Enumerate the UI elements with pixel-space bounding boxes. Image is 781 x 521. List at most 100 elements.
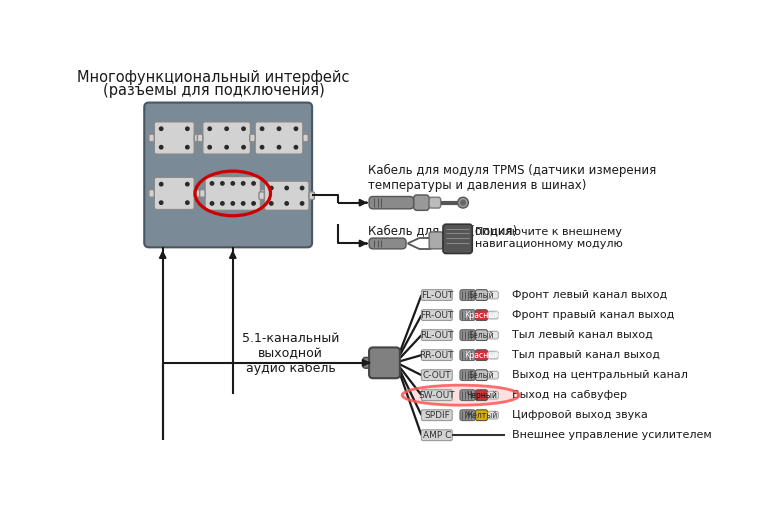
- FancyBboxPatch shape: [487, 291, 498, 299]
- Text: Цифровой выход звука: Цифровой выход звука: [512, 410, 647, 420]
- FancyBboxPatch shape: [476, 350, 487, 361]
- Text: C-OUT: C-OUT: [423, 370, 451, 380]
- Text: RR-OUT: RR-OUT: [419, 351, 454, 359]
- FancyBboxPatch shape: [487, 371, 498, 379]
- Circle shape: [225, 145, 228, 149]
- FancyBboxPatch shape: [422, 430, 452, 441]
- Text: FR-OUT: FR-OUT: [420, 311, 454, 319]
- FancyBboxPatch shape: [422, 290, 452, 301]
- Circle shape: [208, 127, 212, 130]
- Text: Белый: Белый: [469, 331, 494, 340]
- FancyBboxPatch shape: [255, 122, 303, 154]
- FancyBboxPatch shape: [476, 309, 487, 320]
- Circle shape: [186, 182, 189, 186]
- Circle shape: [260, 127, 264, 130]
- FancyBboxPatch shape: [422, 309, 452, 320]
- FancyBboxPatch shape: [309, 192, 315, 200]
- FancyBboxPatch shape: [460, 370, 476, 380]
- FancyBboxPatch shape: [460, 410, 476, 420]
- FancyBboxPatch shape: [155, 177, 194, 209]
- Text: Черный: Черный: [466, 391, 497, 400]
- Text: SW-OUT: SW-OUT: [419, 391, 455, 400]
- FancyBboxPatch shape: [443, 224, 473, 254]
- Text: Внешнее управление усилителем: Внешнее управление усилителем: [512, 430, 711, 440]
- Circle shape: [301, 187, 304, 190]
- FancyBboxPatch shape: [460, 330, 476, 341]
- Circle shape: [225, 127, 228, 130]
- FancyBboxPatch shape: [429, 197, 440, 208]
- FancyBboxPatch shape: [429, 232, 443, 249]
- Text: Выход на сабвуфер: Выход на сабвуфер: [512, 390, 626, 400]
- FancyBboxPatch shape: [476, 370, 487, 380]
- Circle shape: [294, 127, 298, 130]
- FancyBboxPatch shape: [460, 309, 476, 320]
- Circle shape: [277, 145, 280, 149]
- FancyBboxPatch shape: [476, 390, 487, 401]
- Text: (разъемы для подключения): (разъемы для подключения): [102, 82, 324, 97]
- Text: Фронт левый канал выход: Фронт левый канал выход: [512, 290, 667, 300]
- FancyBboxPatch shape: [422, 330, 452, 341]
- Text: AMP C: AMP C: [423, 431, 451, 440]
- Circle shape: [285, 202, 288, 205]
- Text: 5.1-канальный
выходной
аудио кабель: 5.1-канальный выходной аудио кабель: [242, 332, 339, 375]
- Circle shape: [242, 145, 245, 149]
- Circle shape: [252, 202, 255, 205]
- Text: FL-OUT: FL-OUT: [421, 291, 453, 300]
- FancyBboxPatch shape: [264, 181, 309, 210]
- FancyBboxPatch shape: [487, 311, 498, 319]
- Circle shape: [269, 202, 273, 205]
- Ellipse shape: [402, 385, 519, 405]
- FancyBboxPatch shape: [144, 103, 312, 247]
- FancyBboxPatch shape: [203, 122, 251, 154]
- FancyBboxPatch shape: [194, 190, 200, 197]
- FancyBboxPatch shape: [369, 348, 400, 378]
- Circle shape: [458, 197, 469, 208]
- FancyBboxPatch shape: [198, 134, 203, 142]
- FancyBboxPatch shape: [303, 134, 308, 142]
- Circle shape: [277, 127, 280, 130]
- Text: Кабель для модуля TPMS (датчики измерения
температуры и давления в шинах): Кабель для модуля TPMS (датчики измерени…: [368, 164, 656, 192]
- FancyBboxPatch shape: [487, 391, 498, 399]
- FancyBboxPatch shape: [460, 290, 476, 301]
- FancyBboxPatch shape: [250, 134, 255, 142]
- FancyBboxPatch shape: [476, 330, 487, 341]
- FancyBboxPatch shape: [149, 134, 155, 142]
- FancyBboxPatch shape: [422, 370, 452, 380]
- FancyBboxPatch shape: [414, 195, 429, 210]
- Circle shape: [260, 145, 264, 149]
- FancyBboxPatch shape: [422, 390, 452, 401]
- Circle shape: [210, 182, 214, 185]
- FancyBboxPatch shape: [261, 190, 266, 197]
- Circle shape: [241, 202, 245, 205]
- Text: Тыл правый канал выход: Тыл правый канал выход: [512, 350, 659, 360]
- FancyBboxPatch shape: [476, 290, 487, 301]
- FancyBboxPatch shape: [369, 238, 406, 249]
- Circle shape: [294, 145, 298, 149]
- FancyBboxPatch shape: [487, 351, 498, 359]
- Circle shape: [159, 127, 163, 130]
- Circle shape: [159, 182, 163, 186]
- Circle shape: [231, 182, 234, 185]
- Circle shape: [285, 187, 288, 190]
- Text: RL-OUT: RL-OUT: [420, 331, 454, 340]
- Text: Кабель для GPS (опция): Кабель для GPS (опция): [368, 224, 517, 237]
- Circle shape: [159, 201, 163, 204]
- Circle shape: [241, 182, 245, 185]
- FancyBboxPatch shape: [363, 357, 371, 368]
- Circle shape: [252, 182, 255, 185]
- FancyBboxPatch shape: [194, 134, 200, 142]
- Text: Многофункциональный интерфейс: Многофункциональный интерфейс: [77, 70, 350, 85]
- Text: Желтый: Желтый: [465, 411, 498, 420]
- Circle shape: [159, 145, 163, 149]
- Text: SPDIF: SPDIF: [424, 411, 450, 420]
- Circle shape: [221, 202, 224, 205]
- Text: Подключите к внешнему
навигационному модулю: Подключите к внешнему навигационному мод…: [476, 227, 623, 249]
- Text: Белый: Белый: [469, 370, 494, 380]
- FancyBboxPatch shape: [422, 410, 452, 420]
- FancyBboxPatch shape: [205, 177, 261, 210]
- FancyBboxPatch shape: [476, 410, 487, 420]
- Circle shape: [186, 127, 189, 130]
- FancyBboxPatch shape: [251, 134, 256, 142]
- FancyBboxPatch shape: [460, 390, 476, 401]
- FancyBboxPatch shape: [369, 196, 414, 209]
